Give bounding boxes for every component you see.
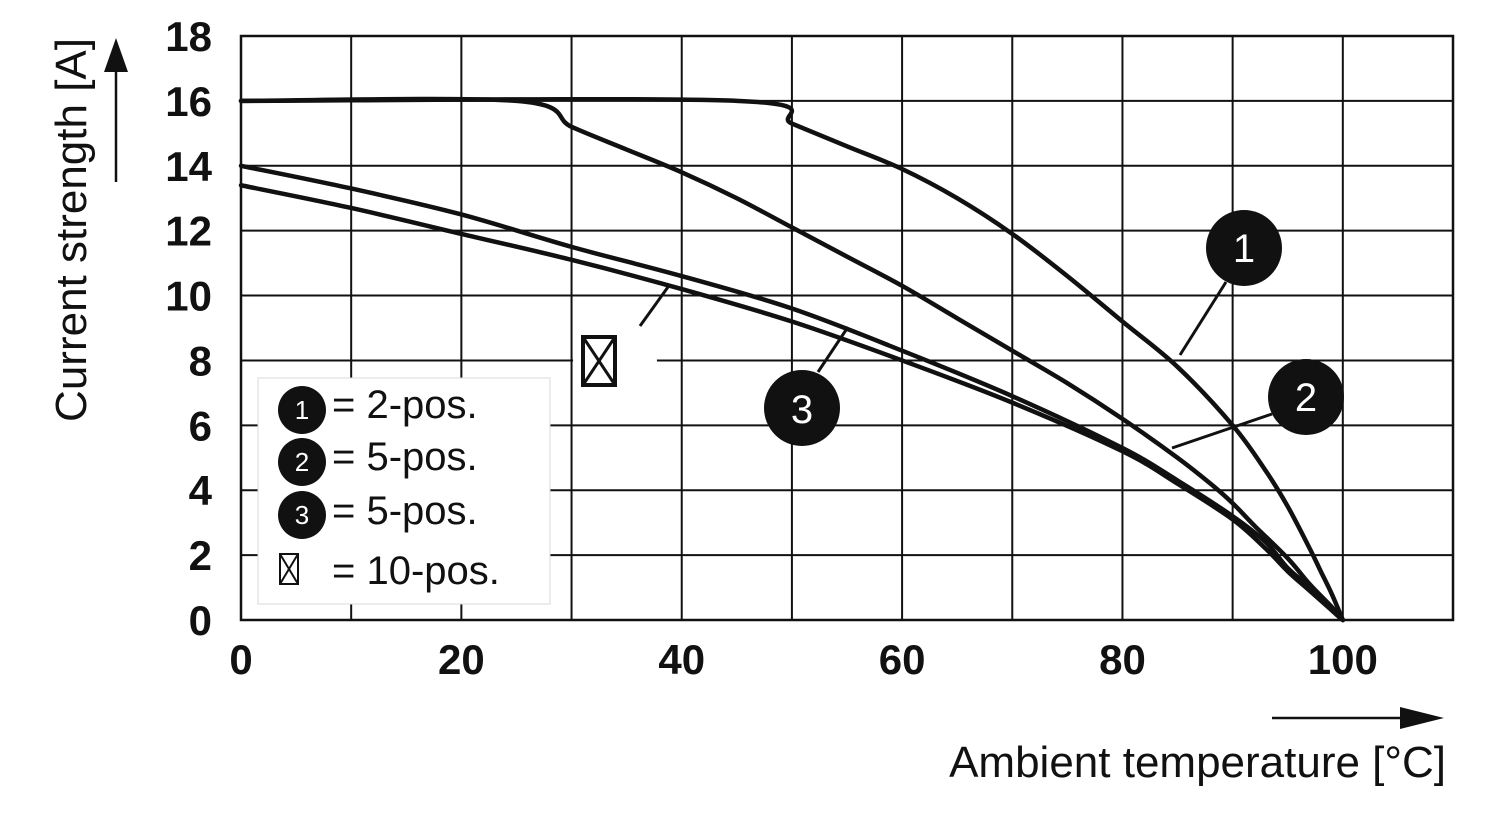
grid <box>239 34 1455 622</box>
x-tick-label: 20 <box>438 636 485 683</box>
y-axis-arrow-head <box>104 38 128 72</box>
callout-2-leader <box>1171 412 1273 450</box>
legend-badge-1 <box>278 386 326 434</box>
y-tick-label: 0 <box>189 597 212 644</box>
callout-4-leader <box>638 286 670 327</box>
callout-3-leader <box>816 326 850 373</box>
y-tick-label: 8 <box>189 337 212 384</box>
legend-badge-2-label: 2 <box>295 447 309 477</box>
y-tick-label: 10 <box>165 273 212 320</box>
legend-text-3: = 5-pos. <box>332 489 478 533</box>
y-tick-label: 12 <box>165 208 212 255</box>
legend-badge-1-label: 1 <box>295 395 309 425</box>
callout-3: 3 <box>764 326 850 446</box>
series-line-2 <box>238 96 1346 623</box>
callout-1-label: 1 <box>1233 227 1255 271</box>
callout-2-label: 2 <box>1295 376 1317 420</box>
legend-badge-3-label: 3 <box>295 500 309 530</box>
legend-badge-2 <box>278 438 326 486</box>
y-axis-title: Current strength [A] <box>47 38 96 422</box>
x-axis-title-group: Ambient temperature [°C] <box>949 707 1446 787</box>
y-tick-label: 6 <box>189 402 212 449</box>
y-tick-label: 18 <box>165 13 212 60</box>
x-tick-label: 60 <box>879 636 926 683</box>
legend-crossed-box-icon <box>279 553 299 585</box>
y-tick-label: 14 <box>165 143 212 190</box>
callouts: 1 2 3 <box>573 210 1344 450</box>
callout-2-badge <box>1268 359 1344 435</box>
y-tick-label: 2 <box>189 532 212 579</box>
x-tick-label: 40 <box>658 636 705 683</box>
series-line-4 <box>238 163 1346 623</box>
curves <box>238 96 1346 623</box>
legend-text-4: = 10-pos. <box>332 549 500 593</box>
callout-3-badge <box>764 370 840 446</box>
plot-frame <box>239 34 1455 622</box>
x-tick-label: 0 <box>229 636 252 683</box>
series-line-3 <box>238 182 1346 623</box>
callout-1-leader <box>1178 281 1228 356</box>
legend: 1 = 2-pos. 2 = 5-pos. 3 = 5-pos. = 10-po… <box>257 377 551 605</box>
callout-2: 2 <box>1171 359 1344 450</box>
callout-4 <box>573 286 670 404</box>
legend-item-4: = 10-pos. <box>279 549 500 593</box>
legend-badge-3 <box>278 491 326 539</box>
y-axis-title-group: Current strength [A] <box>47 38 128 422</box>
callout-3-label: 3 <box>791 388 813 432</box>
y-tick-label: 4 <box>189 467 213 514</box>
x-tick-label: 100 <box>1308 636 1378 683</box>
callout-4-crossed-box-icon <box>581 335 617 387</box>
legend-text-2: = 5-pos. <box>332 435 478 479</box>
legend-item-3: 3 = 5-pos. <box>278 489 478 539</box>
legend-text-1: = 2-pos. <box>332 383 478 427</box>
legend-item-1: 1 = 2-pos. <box>278 383 478 434</box>
callout-1-badge <box>1206 210 1282 286</box>
x-axis-arrow-head <box>1400 707 1444 729</box>
callout-1: 1 <box>1178 210 1282 356</box>
x-axis-title: Ambient temperature [°C] <box>949 738 1446 787</box>
legend-item-2: 2 = 5-pos. <box>278 435 478 486</box>
series-line-1 <box>238 96 1346 623</box>
y-tick-label: 16 <box>165 78 212 125</box>
x-tick-label: 80 <box>1099 636 1146 683</box>
